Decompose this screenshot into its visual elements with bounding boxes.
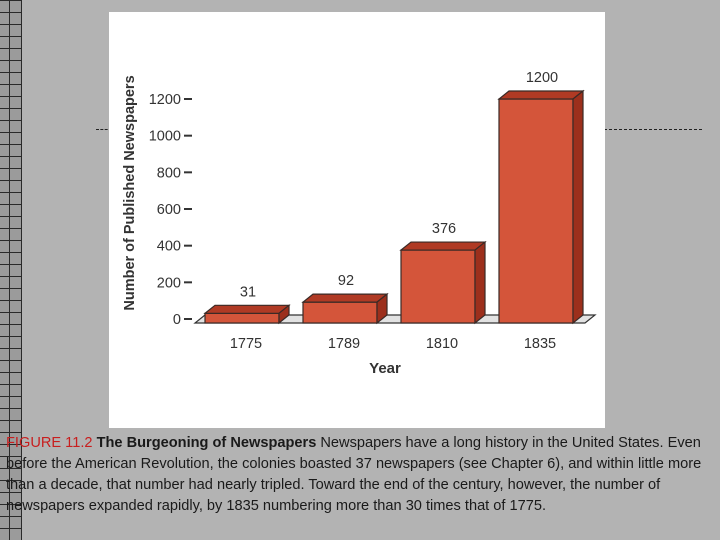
bar-side (474, 240, 486, 325)
bar-top (399, 241, 487, 251)
y-tick-label: 800 (157, 165, 181, 181)
chart-panel: 0 200 400 600 800 1000 1200 Number of Published… (109, 12, 605, 428)
bar (302, 301, 378, 324)
bar-top (497, 90, 585, 100)
y-tick-label: 0 (173, 312, 181, 328)
figure-number: FIGURE 11.2 (6, 435, 93, 451)
bar (204, 312, 280, 324)
x-axis-title: Year (369, 360, 401, 377)
bar-data-label: 31 (240, 284, 256, 300)
bar-top (301, 293, 389, 303)
dashed-rule-right (604, 129, 702, 130)
y-tick-label: 200 (157, 275, 181, 291)
x-tick-label: 1835 (524, 336, 556, 352)
left-stripe-decoration (0, 0, 22, 540)
bar (400, 249, 476, 324)
x-tick-label: 1810 (426, 336, 458, 352)
y-tick-label: 600 (157, 202, 181, 218)
dashed-rule-left (96, 129, 112, 130)
bar-chart: 0 200 400 600 800 1000 1200 Number of Published… (122, 70, 597, 377)
x-tick-label: 1789 (328, 336, 360, 352)
y-tick-label: 1000 (149, 129, 181, 145)
x-tick-label: 1775 (230, 336, 262, 352)
bar-data-label: 1200 (526, 70, 558, 86)
figure-caption: FIGURE 11.2 The Burgeoning of Newspapers… (6, 433, 714, 517)
bar-side (278, 304, 290, 325)
bar-side (376, 292, 388, 325)
bar-side (572, 89, 584, 325)
bar (498, 98, 574, 324)
bar-data-label: 376 (432, 221, 456, 237)
y-tick-label: 400 (157, 239, 181, 255)
figure-title: The Burgeoning of Newspapers (96, 435, 317, 451)
y-axis-title: Number of Published Newspapers (122, 75, 138, 310)
bar-data-label: 92 (338, 273, 354, 289)
y-tick-label: 1200 (149, 92, 181, 108)
bar-top (203, 304, 291, 314)
caption-text: Newspapers have a long history in the Un… (6, 435, 702, 514)
